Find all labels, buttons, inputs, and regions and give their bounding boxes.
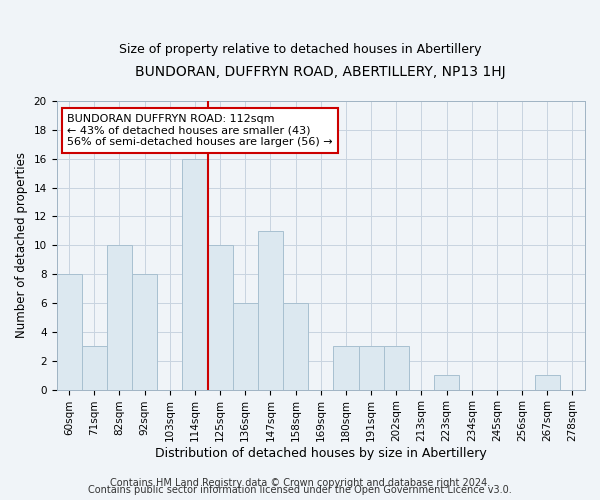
Text: Size of property relative to detached houses in Abertillery: Size of property relative to detached ho… [119, 42, 481, 56]
Y-axis label: Number of detached properties: Number of detached properties [15, 152, 28, 338]
Text: BUNDORAN DUFFRYN ROAD: 112sqm
← 43% of detached houses are smaller (43)
56% of s: BUNDORAN DUFFRYN ROAD: 112sqm ← 43% of d… [67, 114, 333, 147]
Bar [434, 375, 459, 390]
Bar [233, 303, 258, 390]
Bar [535, 375, 560, 390]
Bar [283, 303, 308, 390]
Bar [182, 158, 208, 390]
Bar [82, 346, 107, 390]
Text: Contains HM Land Registry data © Crown copyright and database right 2024.: Contains HM Land Registry data © Crown c… [110, 478, 490, 488]
X-axis label: Distribution of detached houses by size in Abertillery: Distribution of detached houses by size … [155, 447, 487, 460]
Bar [258, 231, 283, 390]
Bar [359, 346, 383, 390]
Bar [334, 346, 359, 390]
Bar [56, 274, 82, 390]
Bar [383, 346, 409, 390]
Bar [132, 274, 157, 390]
Bar [107, 246, 132, 390]
Bar [208, 246, 233, 390]
Title: BUNDORAN, DUFFRYN ROAD, ABERTILLERY, NP13 1HJ: BUNDORAN, DUFFRYN ROAD, ABERTILLERY, NP1… [136, 65, 506, 79]
Text: Contains public sector information licensed under the Open Government Licence v3: Contains public sector information licen… [88, 485, 512, 495]
